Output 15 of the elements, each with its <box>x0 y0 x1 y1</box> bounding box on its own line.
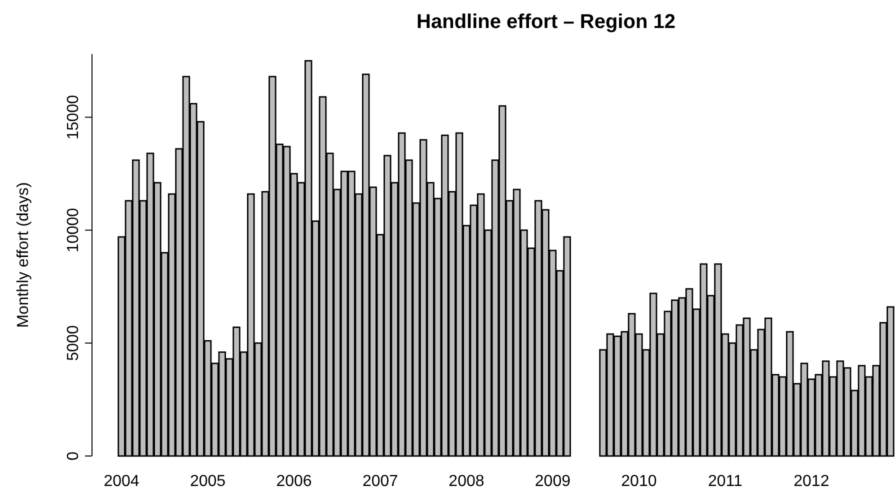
x-tick-label: 2004 <box>104 473 140 490</box>
x-tick-label: 2010 <box>621 473 657 490</box>
y-tick-label: 15000 <box>65 94 82 140</box>
x-tick-label: 2012 <box>794 473 830 490</box>
x-tick-label: 2005 <box>190 473 226 490</box>
y-tick-label: 10000 <box>65 208 82 252</box>
y-tick-label: 0 <box>65 451 82 460</box>
x-tick-label: 2006 <box>276 473 312 490</box>
x-tick-label: 2011 <box>708 473 742 490</box>
x-tick-label: 2009 <box>534 473 571 490</box>
chart-title: Handline effort – Region 12 <box>416 11 676 33</box>
x-tick-label: 2007 <box>362 473 398 490</box>
x-tick-label: 2008 <box>448 473 484 490</box>
y-tick-label: 5000 <box>65 325 82 361</box>
y-axis-title: Monthly effort (days) <box>15 182 32 328</box>
